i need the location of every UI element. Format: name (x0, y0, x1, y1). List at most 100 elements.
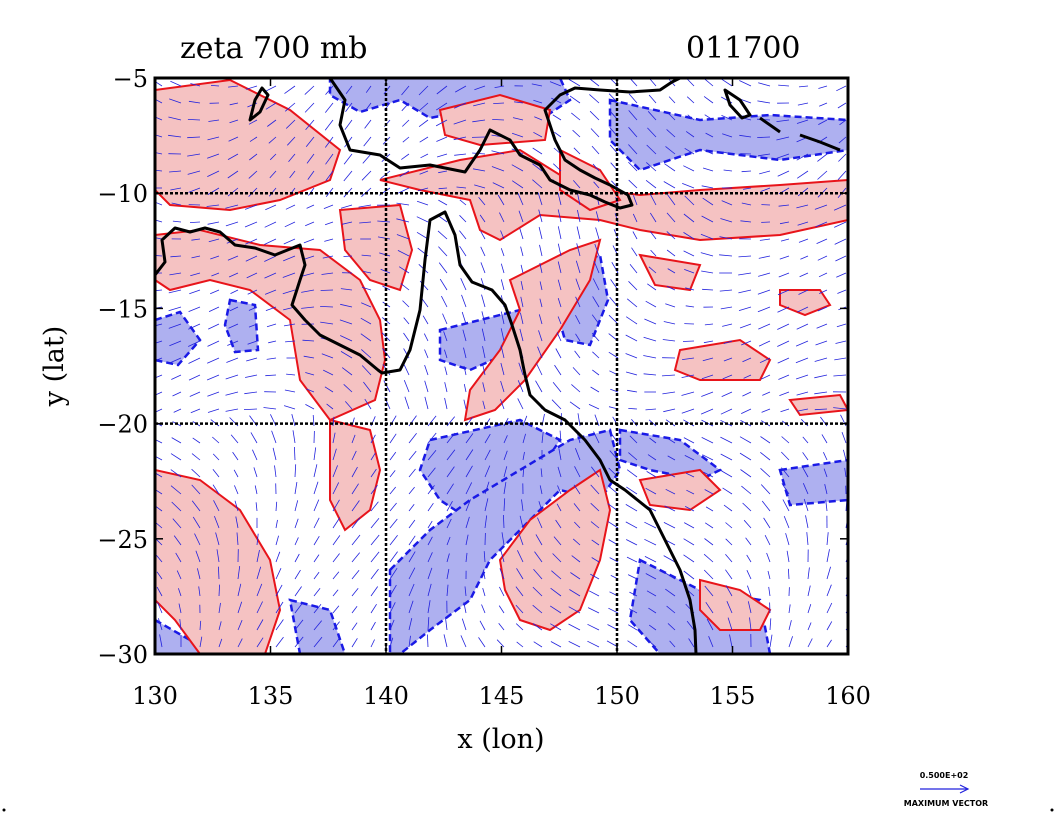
wind-vector (760, 187, 771, 192)
wind-vector (571, 555, 581, 563)
wind-vector (283, 238, 296, 245)
wind-vector (663, 408, 676, 413)
wind-vector (265, 204, 277, 211)
wind-vector (188, 306, 201, 312)
wind-vector (408, 486, 415, 495)
wind-vector (360, 317, 372, 325)
wind-vector (668, 96, 676, 104)
wind-vector (557, 485, 562, 495)
wind-vector (303, 238, 315, 244)
wind-vector (343, 255, 353, 257)
wind-vector (408, 504, 415, 512)
wind-vector (172, 391, 182, 397)
wind-vector (515, 623, 524, 631)
wind-vector (781, 483, 790, 495)
wind-vector (227, 255, 239, 261)
wind-vector (608, 314, 619, 325)
wind-vector (701, 215, 714, 223)
positive-region (155, 78, 342, 212)
wind-vector (218, 566, 220, 580)
wind-vector (628, 161, 638, 172)
wind-vector (292, 430, 296, 444)
wind-vector (187, 153, 201, 157)
wind-vector (758, 272, 771, 277)
wind-vector (225, 221, 239, 227)
wind-vector (340, 335, 353, 342)
wind-vector (484, 481, 490, 495)
wind-vector (427, 467, 436, 478)
wind-vector (807, 603, 812, 614)
wind-vector (643, 355, 657, 359)
wind-vector (493, 102, 505, 104)
wind-vector (370, 534, 380, 546)
vector-legend-value: 0.500E+02 (920, 771, 969, 780)
wind-vector (189, 391, 201, 397)
wind-vector (225, 374, 239, 380)
wind-vector (244, 221, 258, 228)
wind-vector (232, 451, 239, 461)
wind-vector (438, 262, 448, 274)
wind-vector (723, 340, 733, 344)
wind-vector (403, 364, 410, 376)
wind-vector (351, 534, 361, 546)
wind-vector (745, 537, 752, 546)
wind-vector (816, 238, 828, 244)
wind-vector (609, 144, 619, 155)
wind-vector (245, 238, 258, 245)
x-tick-label: 140 (363, 682, 409, 710)
wind-vector (313, 636, 323, 648)
wind-vector (836, 272, 847, 278)
wind-vector (422, 315, 429, 325)
wind-vector (663, 181, 676, 189)
x-tick-label: 155 (710, 682, 756, 710)
wind-vector (363, 271, 372, 274)
wind-vector (423, 333, 429, 342)
coastline-island (799, 133, 841, 152)
wind-vector (463, 365, 467, 376)
wind-vector (480, 231, 486, 240)
wind-vector (332, 499, 340, 512)
wind-vector (539, 298, 543, 308)
wind-vector (739, 323, 752, 329)
wind-vector (229, 102, 239, 106)
wind-vector (778, 204, 790, 207)
wind-vector (776, 153, 790, 159)
wind-vector (207, 170, 220, 177)
wind-vector (760, 468, 771, 478)
wind-vector (719, 254, 733, 257)
wind-vector (438, 187, 448, 190)
wind-vector (568, 641, 581, 648)
wind-vector (191, 484, 201, 495)
wind-vector (288, 153, 296, 163)
wind-vector (271, 430, 277, 444)
wind-vector (685, 287, 695, 291)
wind-vector (361, 302, 372, 308)
wind-vector (594, 414, 600, 427)
wind-vector (796, 170, 809, 179)
wind-vector (796, 391, 809, 396)
wind-vector (207, 340, 220, 347)
wind-vector (788, 604, 791, 614)
wind-vector (826, 602, 833, 614)
wind-vector (517, 550, 524, 563)
wind-vector (191, 500, 201, 512)
wind-vector (723, 504, 733, 512)
y-tick-label: −15 (97, 295, 148, 323)
wind-vector (264, 221, 277, 228)
wind-vector (170, 485, 182, 495)
wind-vector (191, 453, 201, 461)
wind-vector (294, 482, 298, 495)
wind-vector (427, 449, 437, 461)
wind-vector (216, 549, 220, 563)
wind-vector (237, 619, 243, 631)
wind-vector (648, 266, 657, 274)
wind-vector (684, 522, 695, 529)
wind-vector (532, 586, 543, 597)
wind-vector (814, 374, 828, 379)
wind-vector (722, 133, 733, 138)
coastline-australia (155, 210, 698, 654)
wind-vector (228, 323, 239, 329)
wind-vector (168, 116, 182, 121)
wind-vector (361, 254, 372, 257)
